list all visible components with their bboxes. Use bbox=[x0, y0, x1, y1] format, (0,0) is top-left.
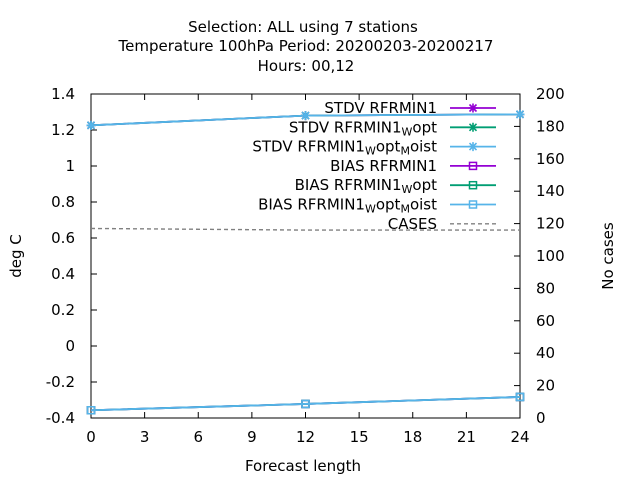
legend-label-subscript: M bbox=[400, 203, 410, 216]
legend-label-subscript: W bbox=[402, 183, 413, 196]
legend-label-main: STDV RFRMIN1 bbox=[324, 99, 437, 117]
y2-tick-label: 20 bbox=[536, 377, 555, 395]
x-tick-label: 6 bbox=[193, 428, 203, 446]
legend-label-tail: oist bbox=[410, 138, 437, 156]
legend-label: CASES bbox=[388, 215, 437, 233]
axes: 0 3 6 9 12 15 18 21 24 -0.4 -0.2 0 0.2 0.4 0.6 0.8 1 1.2 1… bbox=[46, 85, 565, 446]
legend-marker bbox=[468, 161, 478, 171]
y-tick-label: 1.4 bbox=[51, 85, 75, 103]
y-tick-label: -0.4 bbox=[46, 409, 75, 427]
legend-marker bbox=[468, 200, 478, 209]
y2-tick-label: 140 bbox=[536, 182, 565, 200]
legend-label-subscript: W bbox=[365, 145, 376, 158]
data-point bbox=[301, 399, 310, 409]
legend-label-tail: opt bbox=[376, 138, 401, 156]
legend-label: STDV RFRMIN1Wopt bbox=[289, 118, 437, 138]
y-tick-label: 0.6 bbox=[51, 229, 75, 247]
legend-label-main: BIAS RFRMIN1 bbox=[295, 176, 402, 194]
legend-label-main: BIAS RFRMIN1 bbox=[330, 157, 437, 175]
data-point bbox=[301, 111, 310, 121]
y2-axis-label: No cases bbox=[599, 222, 617, 290]
data-point bbox=[515, 392, 525, 402]
y-tick-label: 1 bbox=[65, 157, 75, 175]
legend-marker bbox=[468, 122, 478, 132]
legend-label-tail: oist bbox=[410, 196, 437, 214]
x-axis-label: Forecast length bbox=[245, 457, 361, 475]
x-tick-label: 15 bbox=[350, 428, 369, 446]
y-tick-label: -0.2 bbox=[46, 373, 75, 391]
legend-label: BIAS RFRMIN1Wopt bbox=[295, 176, 437, 196]
legend-label-main: CASES bbox=[388, 215, 437, 233]
x-tick-label: 0 bbox=[86, 428, 96, 446]
x-tick-label: 12 bbox=[296, 428, 315, 446]
y2-tick-label: 100 bbox=[536, 247, 565, 265]
legend-marker bbox=[468, 180, 478, 190]
legend-label: BIAS RFRMIN1 bbox=[330, 157, 437, 175]
legend-label-main: STDV RFRMIN1 bbox=[252, 138, 365, 156]
y2-tick-label: 80 bbox=[536, 279, 555, 297]
legend-label-tail: opt bbox=[376, 196, 401, 214]
series-line bbox=[90, 396, 521, 412]
y-tick-label: 1.2 bbox=[51, 121, 75, 139]
chart-title-line3: Hours: 00,12 bbox=[258, 57, 355, 75]
y2-tick-label: 200 bbox=[536, 85, 565, 103]
y-axis-label: deg C bbox=[7, 234, 25, 278]
y2-tick-label: 0 bbox=[536, 409, 546, 427]
x-tick-label: 18 bbox=[403, 428, 422, 446]
legend-label-subscript: W bbox=[365, 203, 376, 216]
y-tick-label: 0 bbox=[65, 337, 75, 355]
legend-label-subscript: M bbox=[400, 145, 410, 158]
chart-title-line2: Temperature 100hPa Period: 20200203-2020… bbox=[118, 37, 494, 55]
x-tick-label: 9 bbox=[247, 428, 257, 446]
series-lines bbox=[86, 109, 525, 415]
legend-label-tail: opt bbox=[412, 176, 437, 194]
data-point bbox=[515, 109, 525, 119]
y-tick-label: 0.4 bbox=[51, 265, 75, 283]
x-tick-label: 21 bbox=[457, 428, 476, 446]
legend-marker bbox=[468, 142, 478, 152]
y2-tick-label: 40 bbox=[536, 344, 555, 362]
data-point bbox=[86, 406, 96, 415]
legend-marker bbox=[468, 103, 478, 113]
x-tick-label: 24 bbox=[510, 428, 529, 446]
chart-title-line1: Selection: ALL using 7 stations bbox=[188, 18, 418, 36]
y2-tick-label: 160 bbox=[536, 150, 565, 168]
y2-tick-label: 180 bbox=[536, 117, 565, 135]
legend-label: STDV RFRMIN1WoptMoist bbox=[252, 138, 437, 158]
legend-label-subscript: W bbox=[402, 126, 413, 139]
y2-tick-label: 60 bbox=[536, 312, 555, 330]
y-tick-label: 0.8 bbox=[51, 193, 75, 211]
legend-label-main: STDV RFRMIN1 bbox=[289, 118, 402, 136]
y2-tick-label: 120 bbox=[536, 215, 565, 233]
data-point bbox=[86, 120, 96, 130]
y-tick-label: 0.2 bbox=[51, 301, 75, 319]
legend-label-main: BIAS RFRMIN1 bbox=[258, 196, 365, 214]
legend-label-tail: opt bbox=[412, 118, 437, 136]
legend-label: STDV RFRMIN1 bbox=[324, 99, 437, 117]
series-line bbox=[90, 227, 520, 231]
legend-label: BIAS RFRMIN1WoptMoist bbox=[258, 196, 437, 216]
x-tick-label: 3 bbox=[140, 428, 150, 446]
